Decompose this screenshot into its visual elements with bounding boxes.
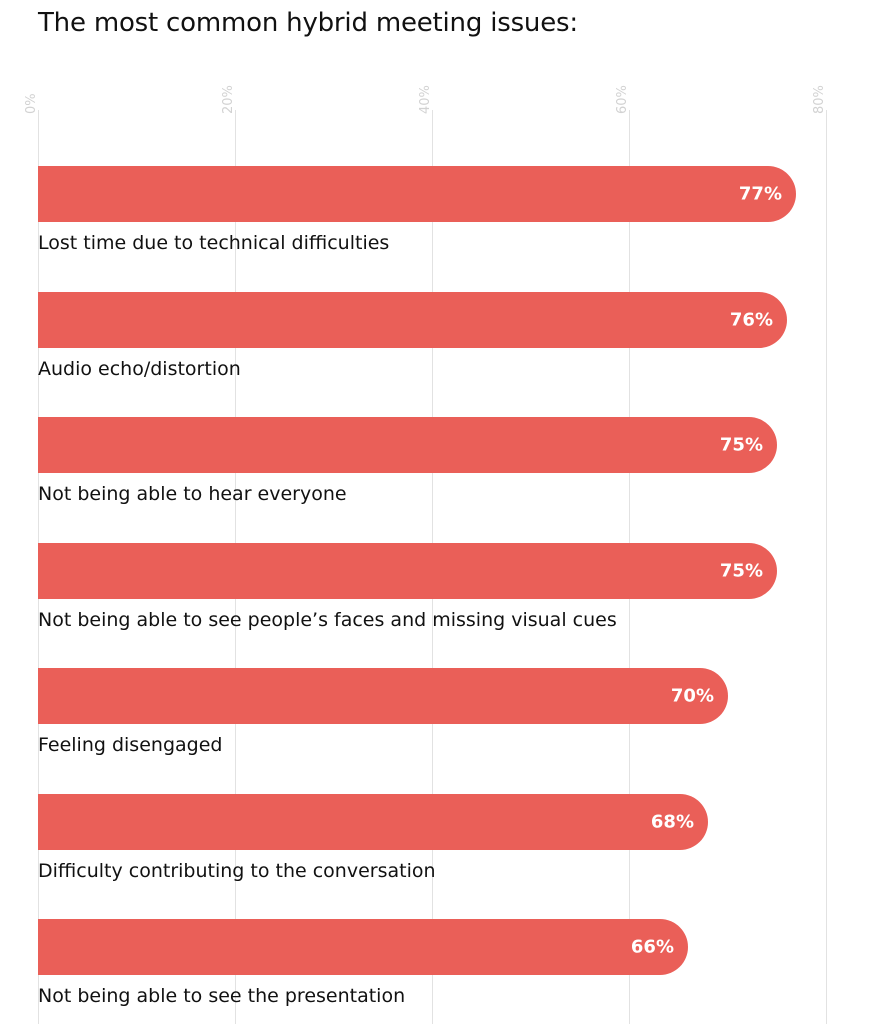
- x-tick-label: 40%: [418, 85, 433, 114]
- bar: 66%: [38, 919, 688, 975]
- chart-title: The most common hybrid meeting issues:: [38, 8, 578, 38]
- category-label: Not being able to see people’s faces and…: [38, 609, 617, 631]
- category-label: Audio echo/distortion: [38, 358, 241, 380]
- category-label: Difficulty contributing to the conversat…: [38, 860, 436, 882]
- category-label: Lost time due to technical difficulties: [38, 232, 390, 254]
- bar-value-label: 76%: [729, 309, 773, 331]
- bar: 75%: [38, 543, 777, 599]
- category-label: Feeling disengaged: [38, 734, 223, 756]
- bar-value-label: 75%: [719, 560, 763, 582]
- x-tick-label: 0%: [24, 93, 39, 114]
- grid-line: [826, 110, 827, 1024]
- bar: 75%: [38, 417, 777, 473]
- bar-value-label: 77%: [738, 183, 782, 205]
- x-tick-label: 20%: [221, 85, 236, 114]
- bar: 68%: [38, 794, 708, 850]
- bar: 77%: [38, 166, 796, 222]
- category-label: Not being able to hear everyone: [38, 483, 347, 505]
- bar-value-label: 75%: [719, 434, 763, 456]
- x-tick-label: 60%: [615, 85, 630, 114]
- bar: 76%: [38, 292, 787, 348]
- category-label: Not being able to see the presentation: [38, 985, 406, 1007]
- x-tick-label: 80%: [812, 85, 827, 114]
- bar-value-label: 68%: [650, 811, 694, 833]
- bar-value-label: 66%: [630, 936, 674, 958]
- bar-value-label: 70%: [670, 685, 714, 707]
- bar: 70%: [38, 668, 728, 724]
